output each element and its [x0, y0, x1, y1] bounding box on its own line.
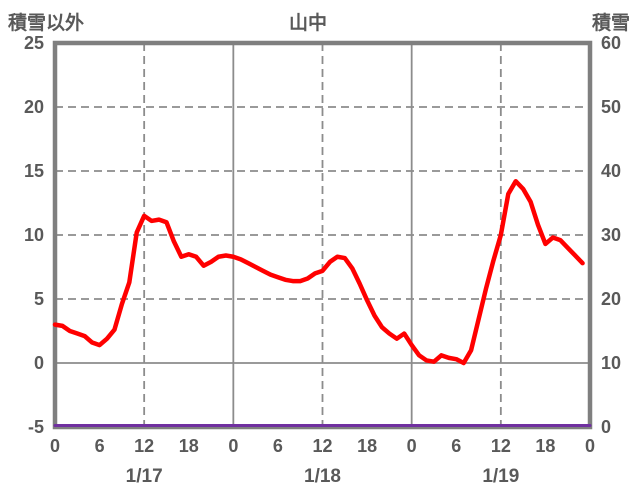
left-axis-tick-label: 10: [23, 225, 44, 245]
date-label: 1/19: [482, 466, 520, 487]
right-axis-tick-label: 10: [601, 353, 622, 373]
x-axis-tick-label: 0: [49, 436, 60, 456]
x-axis-tick-label: 18: [357, 436, 378, 456]
x-axis-tick-label: 12: [312, 436, 333, 456]
left-axis-tick-label: 5: [33, 289, 44, 309]
x-axis-tick-label: 0: [584, 436, 595, 456]
x-axis-tick-label: 18: [178, 436, 199, 456]
left-axis-tick-label: 15: [23, 161, 44, 181]
right-axis-title: 積雪: [591, 13, 630, 34]
x-axis-tick-label: 6: [272, 436, 283, 456]
right-axis-tick-label: 20: [601, 289, 622, 309]
chart-title: 山中: [288, 13, 327, 34]
left-axis-tick-label: 0: [33, 353, 44, 373]
x-axis-tick-label: 0: [406, 436, 417, 456]
series-line-main: [52, 178, 585, 366]
x-axis-tick-label: 6: [451, 436, 462, 456]
right-axis-tick-label: 50: [601, 97, 622, 117]
left-axis-title: 積雪以外: [8, 13, 85, 34]
right-axis-tick-label: 0: [601, 417, 612, 437]
x-axis-tick-label: 18: [535, 436, 556, 456]
right-axis-tick-label: 40: [601, 161, 622, 181]
x-axis-tick-label: 12: [490, 436, 511, 456]
x-axis-tick-label: 12: [134, 436, 155, 456]
right-axis-tick-label: 30: [601, 225, 622, 245]
right-axis-tick-label: 60: [601, 33, 622, 53]
left-axis-tick-label: 25: [23, 33, 44, 53]
left-axis-tick-label: 20: [23, 97, 44, 117]
x-axis-tick-label: 0: [228, 436, 239, 456]
left-axis-tick-label: -5: [27, 417, 44, 437]
x-axis-tick-label: 6: [94, 436, 105, 456]
date-label: 1/18: [304, 466, 341, 487]
date-label: 1/17: [125, 466, 163, 487]
